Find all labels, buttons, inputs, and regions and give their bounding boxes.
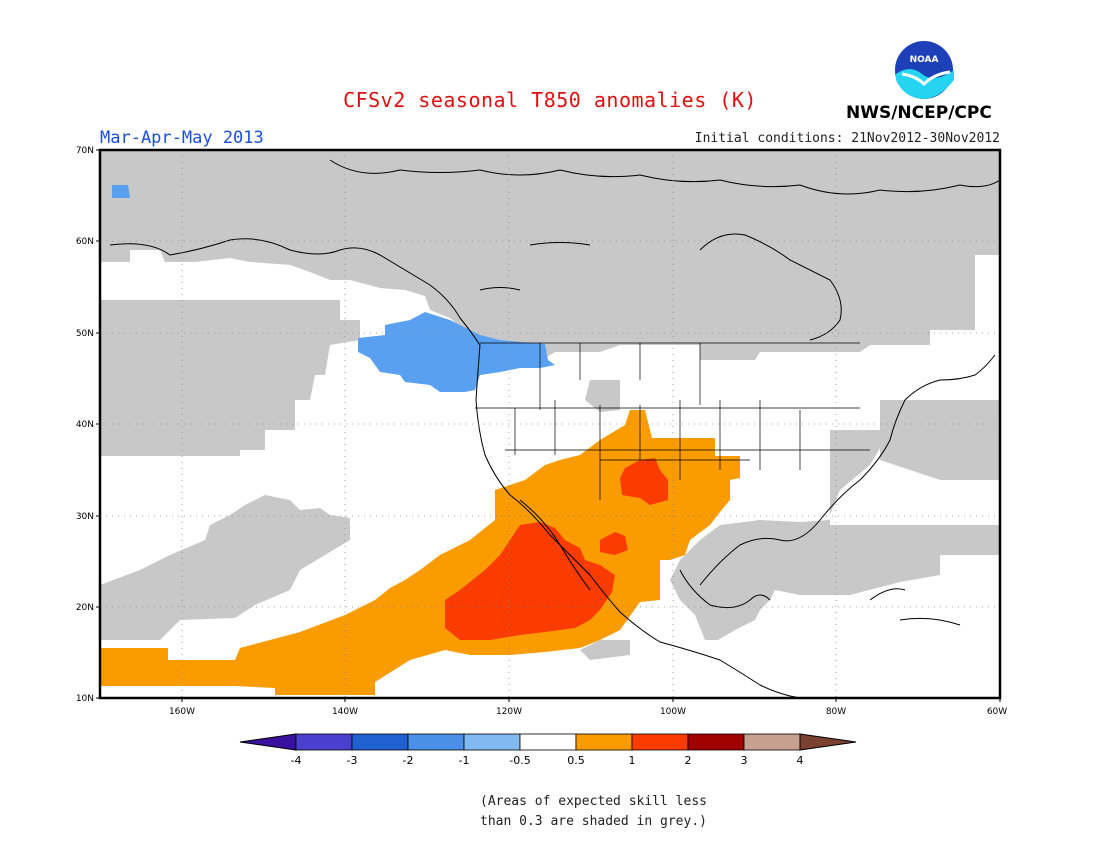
colorbar-label: -0.5 xyxy=(509,754,530,767)
colorbar-label: 0.5 xyxy=(567,754,585,767)
chart-title: CFSv2 seasonal T850 anomalies (K) xyxy=(343,88,757,112)
agency-label: NWS/NCEP/CPC xyxy=(846,103,992,123)
noaa-logo-icon: NOAA xyxy=(894,40,958,104)
grey-northwest-atlantic xyxy=(880,400,1000,480)
positive-anomaly-1-to-2-gulf-coast xyxy=(600,532,628,555)
colorbar-label: 4 xyxy=(797,754,804,767)
colorbar-swatch xyxy=(407,733,465,751)
lat-label-30n: 30N xyxy=(76,512,94,522)
positive-anomaly-1-to-2-plains xyxy=(620,458,668,505)
colorbar-label: -3 xyxy=(347,754,358,767)
grey-east-pacific-patch xyxy=(580,640,630,660)
lat-label-20n: 20N xyxy=(76,603,94,613)
graticule xyxy=(100,150,1000,698)
grey-northeast-pacific xyxy=(100,300,360,456)
axis-ticks xyxy=(96,149,1001,702)
colorbar-swatch xyxy=(631,733,689,751)
low-skill-shading xyxy=(100,150,1000,660)
map-layers xyxy=(100,150,1000,698)
colorbar-right-arrow xyxy=(799,733,857,751)
colorbar-swatch xyxy=(351,733,409,751)
lat-label-10n: 10N xyxy=(76,694,94,704)
grey-caribbean-atlantic xyxy=(670,430,1000,640)
colorbar-swatch xyxy=(519,733,577,751)
state-borders xyxy=(475,342,870,500)
colorbar-swatch xyxy=(295,733,353,751)
negative-anomaly-alaska xyxy=(112,185,130,198)
footnote: (Areas of expected skill less than 0.3 a… xyxy=(480,792,780,832)
logo-text: NOAA xyxy=(910,55,939,65)
colorbar-label: -4 xyxy=(291,754,302,767)
colorbar-swatch xyxy=(687,733,745,751)
colorbar-swatch xyxy=(743,733,801,751)
colorbar-left-arrow xyxy=(239,733,297,751)
lon-label-80w: 80W xyxy=(826,707,846,717)
lon-label-60w: 60W xyxy=(987,707,1007,717)
colorbar-swatch xyxy=(463,733,521,751)
colorbar-label: 3 xyxy=(741,754,748,767)
grey-plains-patch xyxy=(585,380,620,412)
positive-anomaly-1-to-2-mexico xyxy=(445,522,615,640)
colorbar-labels: -4 -3 -2 -1 -0.5 0.5 1 2 3 4 xyxy=(291,754,804,767)
season-label: Mar-Apr-May 2013 xyxy=(100,128,264,148)
lon-label-100w: 100W xyxy=(660,707,686,717)
initial-conditions-label: Initial conditions: 21Nov2012-30Nov2012 xyxy=(694,131,1000,146)
coastlines xyxy=(109,159,1000,698)
lon-label-120w: 120W xyxy=(496,707,522,717)
colorbar-label: -2 xyxy=(403,754,414,767)
footnote-line-1: (Areas of expected skill less xyxy=(480,794,707,809)
lon-label-160w: 160W xyxy=(169,707,195,717)
lat-label-40n: 40N xyxy=(76,420,94,430)
footnote-line-2: than 0.3 are shaded in grey.) xyxy=(480,814,707,829)
lon-label-140w: 140W xyxy=(332,707,358,717)
grey-north-region xyxy=(100,150,1000,360)
colorbar-swatch xyxy=(575,733,633,751)
grey-subtropical-pacific xyxy=(100,495,350,640)
colorbar-swatches xyxy=(239,733,857,751)
lat-label-60n: 60N xyxy=(76,237,94,247)
lat-label-50n: 50N xyxy=(76,329,94,339)
colorbar-label: -1 xyxy=(459,754,470,767)
lat-label-70n: 70N xyxy=(76,146,94,156)
colorbar-label: 2 xyxy=(685,754,692,767)
colorbar-label: 1 xyxy=(629,754,636,767)
negative-anomaly-northwest xyxy=(358,312,555,392)
